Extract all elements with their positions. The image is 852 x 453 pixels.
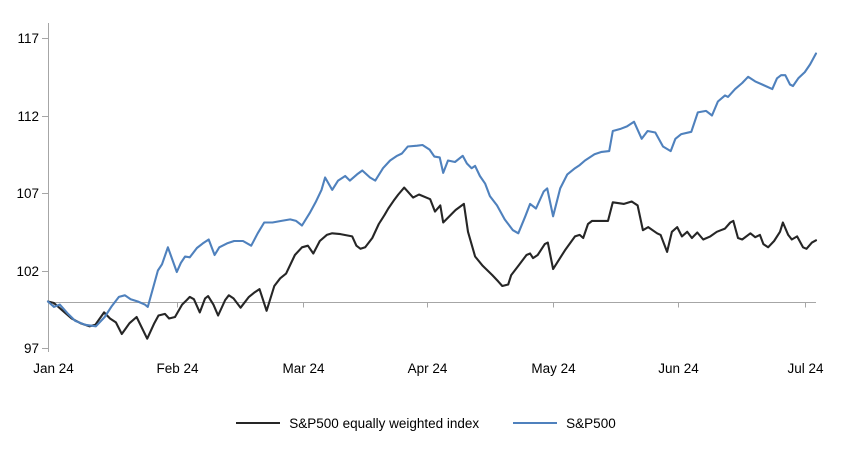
x-tick-label: Mar 24 [282,361,325,376]
legend-line-swatch-equal-weight [236,422,281,424]
y-tick-label: 107 [16,186,39,201]
x-tick-label: Jul 24 [787,361,824,376]
x-tick-label: Jan 24 [33,361,74,376]
legend-entry-sp500: S&P500 [513,416,616,431]
legend-entry-sp500-equal-weight: S&P500 equally weighted index [236,416,479,431]
x-tick-label: Apr 24 [408,361,448,376]
chart-legend: S&P500 equally weighted index S&P500 [0,411,852,435]
y-tick-label: 112 [17,109,39,124]
legend-label-sp500: S&P500 [566,415,616,431]
legend-label-equal-weight: S&P500 equally weighted index [289,415,480,431]
y-tick-label: 97 [24,341,39,356]
y-tick-label: 102 [16,264,39,279]
series-line-sp500-equal-weight [46,186,818,340]
x-tick-label: May 24 [531,361,576,376]
x-tick-label: Jun 24 [658,361,699,376]
x-tick-label: Feb 24 [156,361,199,376]
series-line-sp500 [46,52,818,328]
legend-line-swatch-sp500 [513,422,558,424]
y-tick-label: 117 [17,31,39,46]
